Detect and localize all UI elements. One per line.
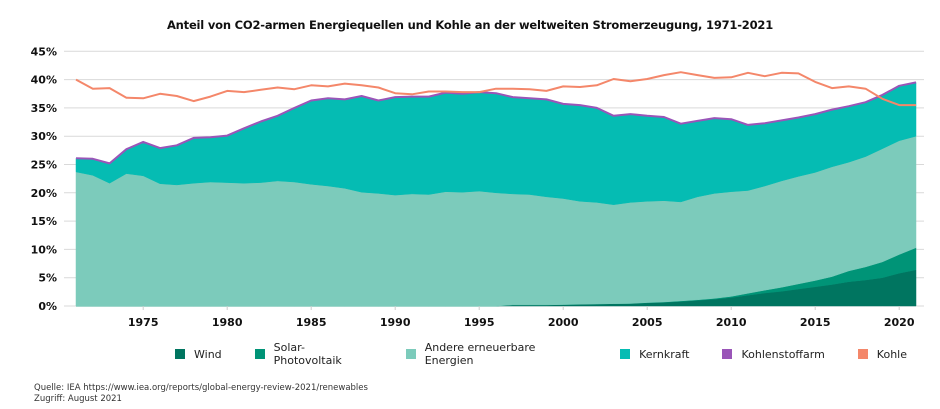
x-tick-label: 2000 — [548, 316, 579, 329]
source-note: Quelle: IEA https://www.iea.org/reports/… — [34, 383, 368, 405]
stacked-areas — [75, 82, 917, 307]
legend-item-coal[interactable]: Kohle — [857, 341, 907, 367]
y-tick-label: 5% — [38, 272, 57, 285]
legend-label: Andere erneuerbare Energien — [424, 341, 536, 367]
chart-plot: 0% 5% 10% 15% 20% 25% 30% 35% 40% 45% 1975 1980 198… — [31, 45, 924, 329]
legend-swatch — [254, 349, 265, 359]
y-tick-label: 40% — [31, 74, 57, 87]
legend-item-low-carbon[interactable]: Kohlenstoffarm — [722, 341, 825, 367]
legend-label: Kohlenstoffarm — [741, 347, 825, 361]
legend-label: Kernkraft — [639, 347, 690, 361]
y-tick-label: 45% — [31, 45, 57, 58]
y-tick-label: 15% — [31, 215, 57, 228]
x-tick-label: 1975 — [128, 316, 159, 329]
y-axis-ticks: 0% 5% 10% 15% 20% 25% 30% 35% 40% 45% — [31, 45, 57, 313]
legend-item-wind[interactable]: Wind — [175, 341, 222, 367]
x-tick-label: 2020 — [884, 316, 915, 329]
x-tick-label: 1985 — [296, 316, 327, 329]
legend-swatch — [857, 349, 868, 359]
x-tick-label: 1995 — [464, 316, 495, 329]
x-tick-label: 1980 — [212, 316, 243, 329]
access-date: Zugriff: August 2021 — [34, 394, 122, 404]
x-tick-label: 2010 — [716, 316, 747, 329]
legend-item-other-renewables[interactable]: Andere erneuerbare Energien — [405, 341, 587, 367]
legend-item-solar[interactable]: Solar-Photovoltaik — [254, 341, 373, 367]
legend-swatch — [405, 349, 416, 359]
y-tick-label: 20% — [31, 187, 57, 200]
y-tick-label: 0% — [38, 300, 57, 313]
legend-label: Solar-Photovoltaik — [273, 341, 342, 367]
x-axis-ticks: 1975 1980 1985 1990 1995 2000 2005 2010 2015 2020 — [128, 306, 915, 329]
legend-swatch — [722, 349, 733, 359]
legend: Wind Solar-Photovoltaik Andere erneuerba… — [175, 341, 940, 367]
legend-item-nuclear[interactable]: Kernkraft — [620, 341, 689, 367]
series-lines — [75, 71, 917, 165]
legend-swatch — [620, 349, 631, 359]
chart-title: Anteil von CO2-armen Energiequellen und … — [166, 18, 774, 32]
y-tick-label: 25% — [31, 159, 57, 172]
x-tick-label: 1990 — [380, 316, 411, 329]
legend-label: Wind — [194, 347, 222, 361]
source-line: Quelle: IEA https://www.iea.org/reports/… — [34, 383, 368, 393]
x-tick-label: 2005 — [632, 316, 663, 329]
line-kohlenstoffarm — [75, 81, 917, 165]
x-tick-label: 2015 — [800, 316, 831, 329]
line-kohle — [75, 71, 916, 107]
y-tick-label: 30% — [31, 130, 57, 143]
legend-swatch — [175, 349, 185, 359]
legend-label: Kohle — [876, 347, 907, 361]
y-tick-label: 35% — [31, 102, 57, 115]
y-tick-label: 10% — [31, 243, 57, 256]
